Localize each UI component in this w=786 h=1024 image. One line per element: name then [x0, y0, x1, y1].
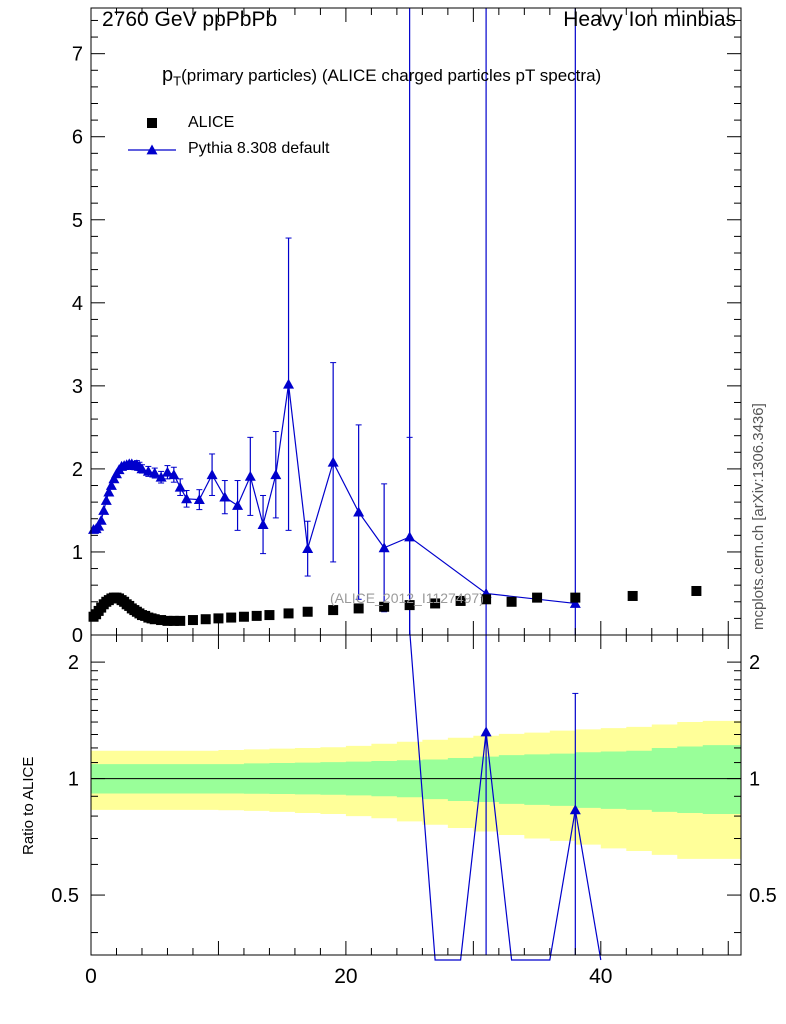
side-label: mcplots.cern.ch [arXiv:1306.3436] — [750, 403, 767, 630]
main-y-tick-label: 3 — [72, 376, 83, 398]
pythia-point — [136, 463, 148, 474]
ratio-y-tick-label-right: 1 — [749, 769, 760, 791]
alice-point — [200, 614, 211, 625]
ratio-y-tick-label: 0.5 — [51, 885, 79, 907]
pythia-point — [161, 466, 173, 477]
ratio-frame: 0.5 0.51 12 20 20 40 — [51, 634, 777, 988]
pythia-point — [232, 499, 244, 510]
pythia-point — [142, 465, 154, 476]
pythia-point — [302, 543, 314, 554]
band-inner — [91, 745, 741, 814]
alice-point — [283, 608, 294, 619]
x-tick-label: 40 — [589, 965, 612, 988]
series-pythia-line — [93, 384, 576, 605]
pythia-point — [257, 519, 269, 529]
legend — [128, 118, 176, 155]
alice-point — [149, 614, 160, 625]
header-right: Heavy Ion minbias — [563, 8, 736, 31]
legend-marker-alice — [147, 118, 157, 128]
alice-point — [162, 615, 173, 626]
pythia-point — [193, 494, 205, 505]
alice-point — [353, 603, 364, 614]
analysis-watermark: (ALICE_2012_I1127497) — [330, 590, 484, 606]
main-y-tick-label: 6 — [72, 127, 83, 149]
pythia-point — [219, 491, 231, 502]
pythia-point — [327, 456, 339, 467]
alice-point — [627, 590, 638, 601]
ratio-pythia-point — [569, 804, 581, 815]
pythia-point — [108, 473, 120, 484]
pythia-point — [174, 481, 186, 492]
alice-point — [238, 611, 249, 622]
pythia-point — [378, 542, 390, 553]
title-rest: (primary particles) (ALICE charged parti… — [181, 66, 602, 85]
plot-title: pT(primary particles) (ALICE charged par… — [162, 64, 601, 88]
main-y-tick-label: 1 — [72, 542, 83, 564]
pythia-point — [103, 486, 115, 497]
ratio-pythia-point — [480, 726, 492, 737]
alice-point — [379, 601, 390, 612]
main-frame-border — [90, 7, 742, 636]
alice-point — [156, 615, 167, 626]
pythia-point — [168, 469, 180, 480]
alice-point — [226, 612, 237, 623]
pythia-point — [95, 514, 107, 525]
x-tick-label: 0 — [85, 965, 97, 988]
alice-point — [691, 585, 702, 596]
pythia-point — [270, 469, 282, 480]
main-y-tick-label: 0 — [72, 625, 83, 647]
ratio-pythia-line — [409, 629, 602, 961]
x-tick-label: 20 — [334, 965, 357, 988]
alice-point — [175, 615, 186, 626]
pythia-point — [283, 378, 295, 389]
ratio-uncertainty-bands — [91, 720, 741, 859]
pythia-point — [149, 467, 161, 478]
alice-point — [213, 613, 224, 624]
alice-point — [264, 610, 275, 621]
alice-point — [532, 592, 543, 603]
ratio-y-tick-label-right: 2 — [749, 652, 760, 674]
ratio-y-tick-label: 2 — [68, 652, 79, 674]
main-y-tick-label: 7 — [72, 44, 83, 66]
title-prefix: p — [162, 64, 174, 86]
pythia-point — [105, 480, 117, 490]
pythia-point — [93, 520, 105, 531]
pythia-point — [181, 493, 193, 504]
pythia-point — [100, 494, 112, 505]
alice-point — [481, 594, 492, 605]
alice-point — [506, 596, 517, 607]
alice-point — [328, 605, 339, 616]
alice-point — [455, 595, 466, 606]
alice-point — [430, 598, 441, 609]
main-y-tick-label: 4 — [72, 293, 83, 315]
ratio-y-axis-label: Ratio to ALICE — [20, 756, 37, 855]
ratio-frame-border — [90, 634, 742, 956]
pythia-point — [244, 470, 256, 481]
alice-point — [570, 592, 581, 603]
main-y-tick-label: 2 — [72, 459, 83, 481]
main-plot-data — [88, 8, 702, 635]
pythia-point — [155, 471, 167, 482]
pythia-point — [353, 506, 365, 517]
header-left: 2760 GeV ppPbPb — [102, 8, 278, 31]
alice-point — [187, 615, 198, 626]
alice-point — [168, 615, 179, 626]
ratio-y-tick-label-right: 0.5 — [749, 885, 777, 907]
main-frame: 0 1 2 3 4 5 6 7 — [72, 7, 742, 647]
pythia-point — [98, 504, 110, 515]
pythia-point — [206, 469, 218, 480]
ratio-y-tick-label: 1 — [68, 769, 79, 791]
legend-label-alice: ALICE — [188, 114, 235, 131]
ratio-plot-data — [91, 629, 741, 961]
legend-marker-pythia — [146, 144, 158, 155]
pythia-point — [569, 597, 581, 608]
alice-point — [251, 610, 262, 621]
title-subscript: T — [173, 73, 182, 89]
main-y-tick-label: 5 — [72, 210, 83, 232]
alice-point — [404, 600, 415, 611]
legend-label-pythia: Pythia 8.308 default — [188, 140, 330, 157]
alice-point — [302, 606, 313, 617]
